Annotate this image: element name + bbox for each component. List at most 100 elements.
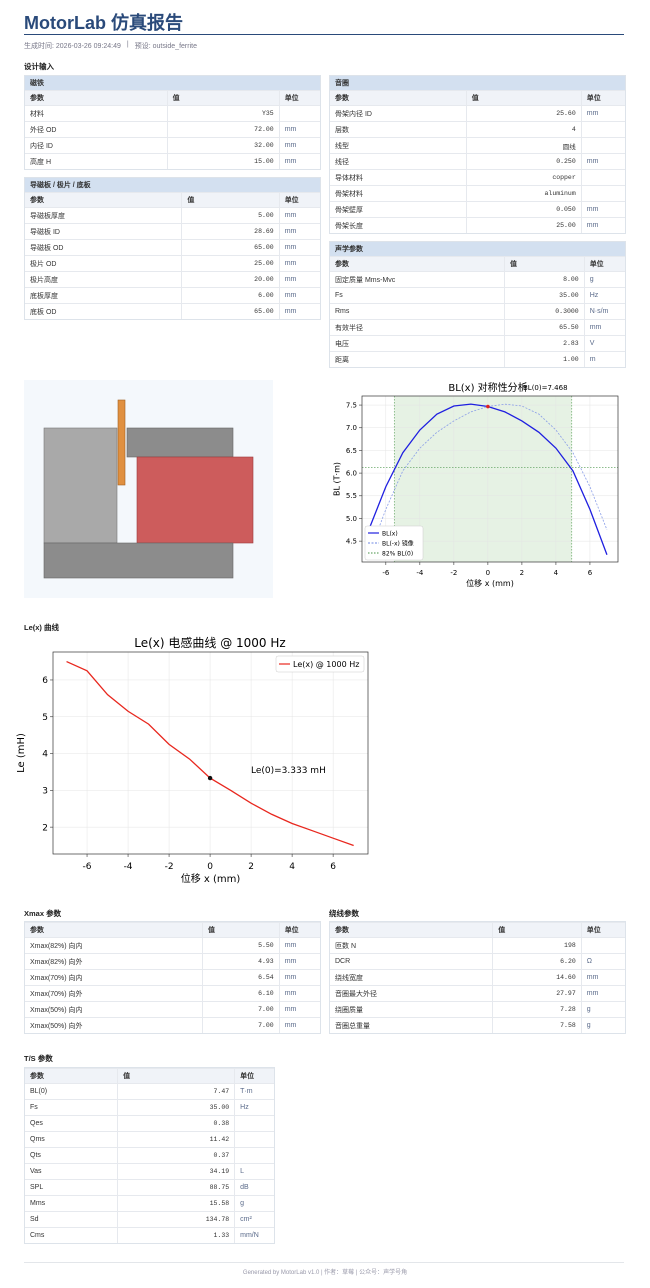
voice-coil: [117, 399, 126, 486]
value: 0.250: [465, 154, 581, 169]
value: 34.19: [117, 1164, 234, 1179]
row: 底板厚度 6.00 mm: [25, 287, 320, 303]
row: Fs 35.00 Hz: [330, 287, 625, 303]
section-heading: Xmax 参数: [24, 909, 62, 918]
row: Vas 34.19 L: [25, 1163, 274, 1179]
row: 底板 OD 65.00 mm: [25, 303, 320, 319]
y-tick-label: 6: [42, 676, 48, 686]
param: 骨架材料: [335, 190, 363, 198]
header-cell: 参数: [335, 927, 349, 934]
param: 匝数 N: [335, 942, 356, 950]
value: 2.83: [504, 336, 584, 351]
value: 4: [465, 122, 581, 137]
param: 底板厚度: [30, 292, 58, 300]
value: 5.50: [202, 938, 279, 953]
value: 198: [492, 938, 581, 953]
header-cell: 参数: [335, 95, 349, 102]
x-tick-label: -2: [450, 569, 457, 577]
y-tick-label: 4: [42, 750, 48, 760]
header-cell: 参数: [30, 95, 44, 102]
param: 底板 OD: [30, 308, 57, 316]
value: 27.97: [492, 986, 581, 1001]
row: 线型 圆线: [330, 137, 625, 153]
unit: g: [583, 272, 625, 287]
legend: [364, 525, 424, 561]
y-axis-label: Le (mH): [16, 733, 27, 773]
unit: Ω: [580, 954, 625, 969]
x-axis-label: 位移 x (mm): [181, 872, 241, 885]
row: Qms 11.42: [25, 1131, 274, 1147]
param: Xmax(70%) 向内: [30, 974, 83, 982]
legend-label: 82% BL(0): [382, 550, 413, 557]
value: 25.00: [181, 256, 278, 271]
value: 0.3000: [504, 304, 584, 319]
header-cell: 单位: [278, 91, 320, 105]
param: 绕圈质量: [335, 1006, 363, 1014]
y-tick-label: 3: [42, 786, 48, 796]
table: 参数 值单位 匝数 N 198 DCR 6.20 Ω 绕线宽度 14.60 mm 音圈最大外径 27.…: [329, 921, 626, 1034]
row: 距离 1.00 m: [330, 351, 625, 367]
section-heading: Le(x) 曲线: [24, 623, 60, 632]
value: 圆线: [465, 138, 581, 153]
header-row: 参数 值单位: [25, 90, 320, 105]
meta: 生成时间: 2026-03-26 09:24:49 | 预设: outside_fe…: [24, 41, 197, 51]
param: 骨架壁厚: [335, 206, 363, 214]
motor-diagram: [24, 380, 273, 598]
param: Fs: [335, 292, 343, 299]
value: 6.00: [181, 288, 278, 303]
y-tick-label: 2: [42, 823, 48, 833]
row: Xmax(82%) 向内 5.50 mm: [25, 937, 320, 953]
unit: mm: [278, 970, 320, 985]
frame: [52, 651, 369, 855]
value: 7.47: [117, 1084, 234, 1099]
row: 高度 H 15.00 mm: [25, 153, 320, 169]
unit: mm: [278, 288, 320, 303]
unit: mm/N: [234, 1228, 274, 1243]
value: 32.00: [166, 138, 279, 153]
section-heading: 绕线参数: [329, 909, 359, 918]
header-cell: 值: [166, 91, 279, 105]
x-tick-label: 2: [248, 862, 254, 872]
unit: L: [234, 1164, 274, 1179]
value: 15.00: [166, 154, 279, 169]
legend-label: Le(x) @ 1000 Hz: [293, 660, 359, 669]
value: 1.00: [504, 352, 584, 367]
header-cell: 单位: [234, 1069, 274, 1083]
value: 72.00: [166, 122, 279, 137]
row: 电压 2.83 V: [330, 335, 625, 351]
row: 音圈最大外径 27.97 mm: [330, 985, 625, 1001]
value: Y35: [166, 106, 279, 121]
y-tick-label: 5: [42, 713, 48, 723]
x-tick-label: 4: [289, 862, 295, 872]
param: 外径 OD: [30, 126, 57, 134]
row: 骨架长度 25.00 mm: [330, 217, 625, 233]
footer: Generated by MotorLab v1.0 | 作者：草莓 | 公众号…: [242, 1270, 408, 1276]
value: 7.28: [492, 1002, 581, 1017]
unit: mm: [580, 106, 625, 121]
param: Qms: [30, 1136, 45, 1143]
table: 导磁板 / 极片 / 底板 参数值单位 导磁板厚度 5.00 mm 导磁板 ID 28.69…: [24, 177, 321, 320]
x-tick-label: 0: [207, 862, 213, 872]
value: 0.38: [117, 1116, 234, 1131]
value: 25.60: [465, 106, 581, 121]
y-tick-label: 4.5: [346, 538, 357, 546]
param: Xmax(82%) 向内: [30, 942, 83, 950]
unit: cm²: [234, 1212, 274, 1227]
section-heading: 设计输入: [24, 62, 54, 71]
table: 音圈 参数值单位 骨架内径 ID 25.60 mm 层数 4 线型 圆线 线径 0.250 mm 导体材…: [329, 75, 626, 234]
param: Qts: [30, 1152, 41, 1159]
row: 固定质量 Mms-Mvc 8.00 g: [330, 271, 625, 287]
section-heading: T/S 参数: [24, 1054, 53, 1063]
value: 35.00: [117, 1100, 234, 1115]
param: 线型: [335, 142, 349, 150]
param: 极片高度: [30, 276, 58, 284]
row: 音圈总重量 7.58 g: [330, 1017, 625, 1033]
value: 8.00: [504, 272, 584, 287]
value: 65.00: [181, 240, 278, 255]
value: aluminum: [465, 186, 581, 201]
row: 层数 4: [330, 121, 625, 137]
header-cell: 单位: [580, 923, 625, 937]
row: Rms 0.3000 N·s/m: [330, 303, 625, 319]
value: 134.78: [117, 1212, 234, 1227]
preset: 预设: outside_ferrite: [134, 43, 197, 50]
